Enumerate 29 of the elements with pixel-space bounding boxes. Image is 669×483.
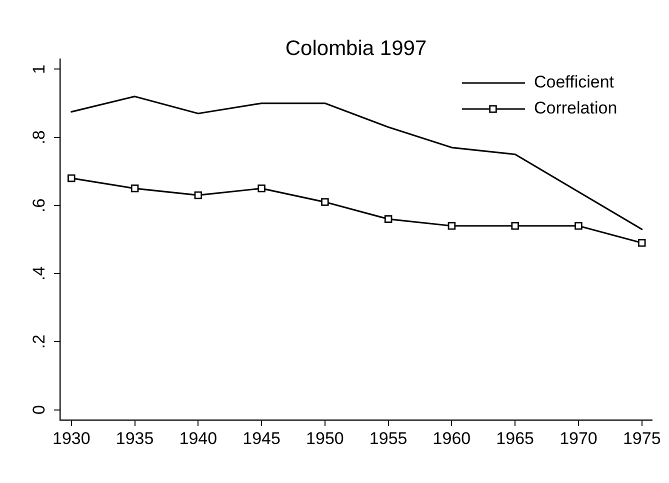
legend-label: Correlation [534,98,618,118]
y-tick-label: 1 [30,64,49,74]
x-tick-label: 1970 [560,428,598,448]
x-tick-label: 1940 [179,428,218,448]
point [194,191,202,200]
point [511,222,519,230]
point [130,184,139,192]
point [68,174,76,182]
y-tick-label: .4 [30,266,49,281]
y-tick-label: .2 [30,334,49,349]
point [321,198,329,206]
point [574,222,582,230]
y-tick-label: 0 [30,405,49,415]
x-tick-label: 1930 [52,428,90,448]
y-tick-label: .6 [30,198,49,213]
point [258,184,266,192]
x-tick-label: 1935 [116,428,154,448]
legend-label: Coefficient [534,72,614,92]
x-tick-label: 1945 [242,428,280,448]
y-tick-label: .8 [30,130,49,144]
point [448,222,456,230]
chart-title: Colombia 1997 [285,37,427,60]
x-tick-label: 1950 [306,428,344,448]
x-tick-label: 1965 [496,428,534,448]
x-tick-label: 1975 [622,428,661,448]
x-tick-label: 1955 [369,428,408,448]
point [384,215,392,223]
x-tick-label: 1960 [432,428,471,448]
point [638,239,646,247]
